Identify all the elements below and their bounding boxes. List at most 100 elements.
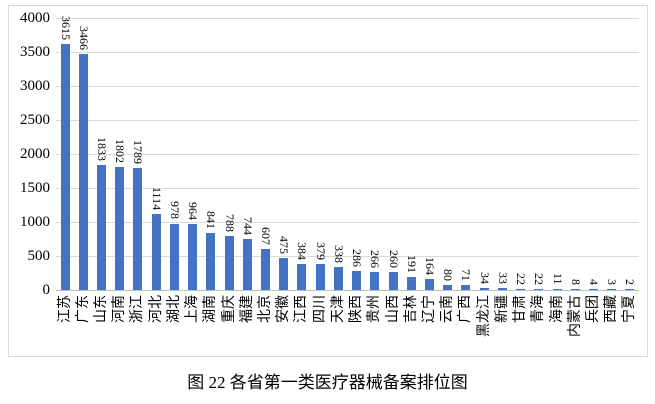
category-label: 安徽 bbox=[276, 295, 292, 323]
category-label: 河北 bbox=[148, 295, 164, 323]
bar bbox=[133, 168, 143, 290]
bar bbox=[261, 248, 271, 290]
bar bbox=[333, 267, 343, 290]
y-axis-tick-label: 1500 bbox=[20, 180, 50, 196]
bar-value-label: 744 bbox=[240, 217, 255, 236]
bar-value-label: 34 bbox=[477, 271, 492, 284]
category-label: 山西 bbox=[385, 295, 401, 323]
bar-value-label: 260 bbox=[386, 250, 401, 269]
bar bbox=[206, 232, 216, 290]
gridline bbox=[56, 222, 639, 223]
category-label: 浙江 bbox=[130, 295, 146, 323]
bar bbox=[242, 239, 252, 290]
category-label: 陕西 bbox=[349, 295, 365, 323]
category-label: 江西 bbox=[294, 295, 310, 323]
bar bbox=[516, 288, 526, 290]
gridline bbox=[56, 188, 639, 189]
bar-value-label: 384 bbox=[295, 241, 310, 260]
y-axis-tick-label: 0 bbox=[42, 282, 51, 298]
category-label: 吉林 bbox=[403, 295, 419, 323]
category-label: 江苏 bbox=[57, 295, 73, 323]
y-axis-tick-label: 3000 bbox=[20, 78, 50, 94]
bar-value-label: 266 bbox=[368, 249, 383, 268]
bar bbox=[315, 264, 325, 290]
bar bbox=[115, 167, 125, 290]
category-label: 广东 bbox=[75, 295, 91, 323]
bar bbox=[60, 44, 70, 290]
bar-value-label: 33 bbox=[495, 271, 510, 284]
bar-value-label: 964 bbox=[186, 202, 201, 221]
bar-value-label: 1114 bbox=[149, 187, 164, 211]
category-label: 青海 bbox=[531, 295, 547, 323]
gridline bbox=[56, 18, 639, 19]
bar bbox=[424, 278, 434, 290]
category-label: 天津 bbox=[330, 295, 346, 323]
category-label: 福建 bbox=[239, 295, 255, 323]
gridline bbox=[56, 120, 639, 121]
gridline bbox=[56, 52, 639, 53]
bar-value-label: 8 bbox=[568, 279, 583, 285]
bar bbox=[625, 289, 635, 290]
category-label: 西藏 bbox=[604, 295, 620, 323]
gridline bbox=[56, 256, 639, 257]
bar bbox=[570, 289, 580, 290]
category-label: 四川 bbox=[312, 295, 328, 323]
category-label: 湖北 bbox=[166, 295, 182, 323]
bar bbox=[169, 223, 179, 290]
category-label: 海南 bbox=[549, 295, 565, 323]
category-label: 云南 bbox=[440, 295, 456, 323]
bar bbox=[479, 287, 489, 290]
y-axis-tick-label: 2500 bbox=[20, 112, 50, 128]
bar-value-label: 379 bbox=[313, 242, 328, 261]
y-axis-tick-label: 3500 bbox=[20, 44, 50, 60]
category-label: 上海 bbox=[185, 295, 201, 323]
bar bbox=[97, 165, 107, 290]
category-label: 北京 bbox=[258, 295, 274, 323]
bar bbox=[370, 271, 380, 290]
bar bbox=[607, 289, 617, 290]
category-label: 广西 bbox=[458, 295, 474, 323]
bar-value-label: 3466 bbox=[76, 26, 91, 51]
bar-value-label: 286 bbox=[350, 248, 365, 267]
gridline bbox=[56, 86, 639, 87]
bar bbox=[151, 214, 161, 290]
bar bbox=[224, 236, 234, 290]
bar-value-label: 475 bbox=[277, 235, 292, 254]
category-label: 河南 bbox=[112, 295, 128, 323]
bar-value-label: 164 bbox=[422, 256, 437, 275]
bar-value-label: 841 bbox=[204, 210, 219, 229]
bar bbox=[588, 289, 598, 290]
bar bbox=[352, 270, 362, 290]
category-label: 甘肃 bbox=[513, 295, 529, 323]
bar bbox=[388, 272, 398, 290]
y-axis-tick-label: 1000 bbox=[20, 214, 50, 230]
bar-value-label: 71 bbox=[459, 269, 474, 282]
y-axis-tick-label: 4000 bbox=[20, 10, 50, 26]
bar-value-label: 191 bbox=[404, 255, 419, 273]
category-label: 新疆 bbox=[494, 295, 510, 323]
bar-value-label: 80 bbox=[441, 268, 456, 281]
figure-caption: 图 22 各省第一类医疗器械备案排位图 bbox=[187, 373, 468, 392]
bar bbox=[406, 277, 416, 290]
bar bbox=[443, 284, 453, 290]
category-label: 贵州 bbox=[367, 295, 383, 323]
bar-value-label: 788 bbox=[222, 214, 237, 233]
category-label: 山东 bbox=[94, 295, 110, 323]
chart-figure: 3615 江苏 3466 广东 1833 山东 1802 河南 1789 浙江 1114 河北 978 湖… bbox=[8, 5, 648, 357]
bar-value-label: 1802 bbox=[113, 139, 128, 164]
bar bbox=[534, 288, 544, 290]
category-label: 内蒙古 bbox=[567, 295, 583, 337]
bar-value-label: 2 bbox=[623, 279, 638, 285]
category-label: 湖南 bbox=[203, 295, 219, 323]
bar-value-label: 978 bbox=[167, 201, 182, 220]
bar-value-label: 3 bbox=[605, 279, 620, 285]
category-label: 黑龙江 bbox=[476, 295, 492, 337]
bar bbox=[279, 257, 289, 290]
y-axis-tick-label: 2000 bbox=[20, 146, 50, 162]
plot-area: 3615 江苏 3466 广东 1833 山东 1802 河南 1789 浙江 1114 河北 978 湖… bbox=[56, 16, 639, 337]
bar bbox=[552, 289, 562, 290]
bar-value-label: 3615 bbox=[58, 16, 73, 41]
category-label: 宁夏 bbox=[622, 295, 638, 323]
bar-value-label: 1833 bbox=[95, 137, 110, 162]
category-label: 兵团 bbox=[585, 295, 601, 323]
